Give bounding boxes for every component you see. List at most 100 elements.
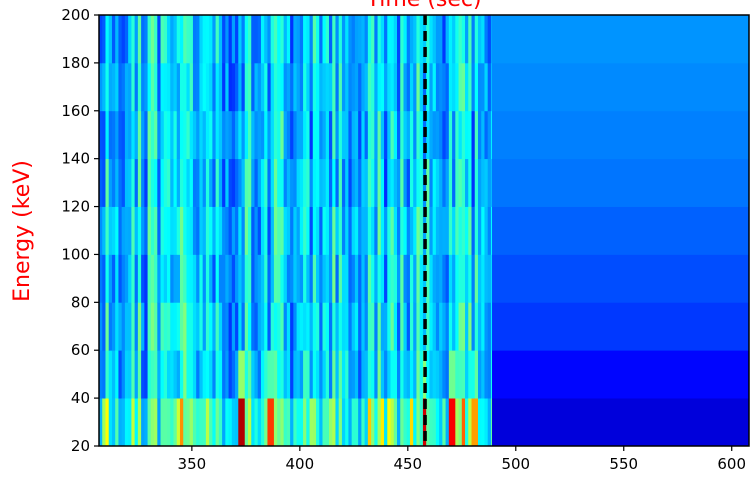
heatmap-cell [186,350,191,399]
heatmap-cell [309,350,314,399]
heatmap-cell [167,15,171,64]
heatmap-cell [121,254,126,303]
heatmap-cell [439,158,443,207]
heatmap-cell [228,15,233,64]
heatmap-cell [202,206,207,255]
heatmap-cell [209,302,213,351]
heatmap-cell [222,110,226,160]
heatmap-cell [108,350,113,399]
heatmap-cell [163,398,168,446]
heatmap-cell [429,62,434,112]
heatmap-cell [163,302,168,351]
heatmap-cell [481,398,486,446]
heatmap-cell [316,15,320,64]
heatmap-cell [141,254,145,303]
heatmap-cell [477,110,482,160]
heatmap-cell [260,62,265,112]
plot-frame [98,14,750,447]
heatmap-cell [248,15,252,64]
heatmap-cell [248,350,252,399]
heatmap-cell [290,15,294,64]
heatmap-cell [316,254,320,303]
heatmap-cell [481,350,486,399]
heatmap-cell [484,158,489,207]
heatmap-cell [468,398,473,446]
heatmap-cell [487,110,492,160]
heatmap-cell [409,110,414,160]
heatmap-cell [458,15,463,64]
heatmap-cell [442,302,447,351]
heatmap-cell [458,158,463,207]
heatmap-cell [374,62,379,112]
heatmap-cell [354,15,359,64]
heatmap-cell [406,206,411,255]
heatmap-cell [160,302,165,351]
heatmap-cell [157,15,162,64]
heatmap-cell [183,398,188,446]
heatmap-cell [147,206,152,255]
heatmap-cell [435,15,440,64]
heatmap-cell [361,110,366,160]
heatmap-cell [118,15,123,64]
heatmap-cell [351,62,356,112]
heatmap-cell [397,110,401,160]
heatmap-cell [403,206,408,255]
heatmap-cell [448,158,453,207]
heatmap-cell [222,398,226,446]
heatmap-cell [371,254,375,303]
heatmap-cell [154,110,158,160]
heatmap-cell [306,62,311,112]
heatmap-cell [147,398,152,446]
heatmap-cell [215,350,220,399]
heatmap-cell [192,158,197,207]
heatmap-cell [371,62,375,112]
heatmap-cell [137,15,142,64]
heatmap-cell [111,158,116,207]
heatmap-cell [484,206,489,255]
y-tick-label: 120 [61,198,90,216]
heatmap-cell [173,15,178,64]
heatmap-cell [264,398,269,446]
heatmap-cell [458,302,463,351]
heatmap-cell [248,62,252,112]
heatmap-cell [273,62,278,112]
heatmap-cell [121,110,126,160]
heatmap-cell [235,15,239,64]
heatmap-cell [387,158,392,207]
heatmap-cell [212,62,217,112]
heatmap-cell [244,15,249,64]
heatmap-cell [341,62,346,112]
heatmap-cell [192,15,197,64]
heatmap-cell [183,62,188,112]
heatmap-cell [290,158,294,207]
heatmap-cell [400,350,405,399]
heatmap-cell [461,158,466,207]
heatmap-cell [487,206,492,255]
heatmap-cell [293,15,298,64]
heatmap-cell [322,158,327,207]
heatmap-cell [413,350,418,399]
heatmap-cell [141,398,145,446]
heatmap-cell [465,62,469,112]
heatmap-cell [429,110,434,160]
heatmap-cell [179,158,184,207]
heatmap-cell [452,254,456,303]
heatmap-cell [248,302,252,351]
heatmap-cell [322,302,327,351]
heatmap-cell [225,206,230,255]
heatmap-cell [189,15,194,64]
heatmap-cell [163,110,168,160]
heatmap-cell [235,254,239,303]
heatmap-cell [413,110,418,160]
heatmap-cell [387,15,392,64]
heatmap-cell [312,350,317,399]
background-band [492,302,749,351]
heatmap-cell [144,62,149,112]
heatmap-cell [371,158,375,207]
heatmap-cell [179,398,184,446]
heatmap-cell [192,254,197,303]
heatmap-cell [435,350,440,399]
heatmap-cell [484,302,489,351]
heatmap-cell [377,398,382,446]
heatmap-cell [283,206,288,255]
